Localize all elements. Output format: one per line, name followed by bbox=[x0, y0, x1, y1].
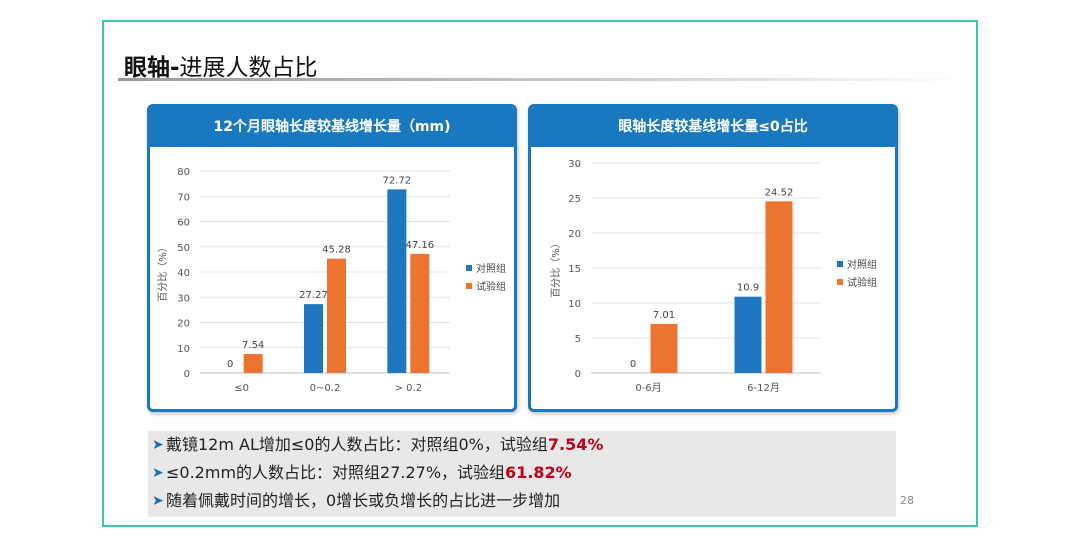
y-tick-label: 50 bbox=[177, 243, 190, 254]
bar bbox=[765, 201, 793, 373]
bullet-item: ➤ ≤0.2mm的人数占比：对照组27.27%，试验组61.82% bbox=[148, 459, 896, 487]
y-tick-label: 80 bbox=[177, 167, 190, 178]
data-label: 27.27 bbox=[299, 290, 328, 301]
chart-panel-axial-growth: 12个月眼轴长度较基线增长量（mm) 0 10 20 30 40 50 60 70 80 百分比（… bbox=[147, 104, 517, 412]
summary-bullets: ➤ 戴镜12m AL增加≤0的人数占比：对照组0%，试验组7.54% ➤ ≤0.2m… bbox=[148, 431, 896, 517]
y-tick-label: 0 bbox=[575, 369, 581, 380]
data-label: 47.16 bbox=[406, 240, 435, 251]
bullet-text: ≤0.2mm的人数占比：对照组27.27%，试验组 bbox=[166, 463, 506, 482]
x-tick-label: > 0.2 bbox=[395, 383, 422, 394]
y-tick-label: 20 bbox=[177, 319, 190, 330]
y-tick-label: 10 bbox=[177, 344, 190, 355]
bullet-text: 随着佩戴时间的增长，0增长或负增长的占比进一步增加 bbox=[166, 491, 561, 510]
data-label: 0 bbox=[227, 359, 233, 370]
bar bbox=[410, 253, 430, 373]
title-underline bbox=[118, 78, 968, 81]
legend-swatch bbox=[837, 279, 843, 285]
x-tick-label: 0-6月 bbox=[635, 382, 661, 394]
chart-header: 12个月眼轴长度较基线增长量（mm) bbox=[150, 107, 514, 147]
y-tick-label: 5 bbox=[575, 334, 581, 345]
bullet-item: ➤ 随着佩戴时间的增长，0增长或负增长的占比进一步增加 bbox=[148, 487, 896, 515]
x-tick-label: 6-12月 bbox=[747, 382, 780, 394]
y-tick-label: 20 bbox=[568, 229, 581, 240]
y-tick-label: 40 bbox=[177, 268, 190, 279]
y-tick-label: 10 bbox=[568, 299, 581, 310]
data-label: 0 bbox=[630, 359, 636, 370]
y-axis-label: 百分比（%） bbox=[157, 242, 169, 302]
y-tick-label: 15 bbox=[568, 264, 581, 275]
x-tick-label: 0~0.2 bbox=[310, 383, 341, 394]
chart-header: 眼轴长度较基线增长量≤0占比 bbox=[531, 107, 895, 147]
chart-title: 眼轴长度较基线增长量≤0占比 bbox=[618, 119, 808, 135]
legend-swatch bbox=[466, 265, 472, 271]
bar bbox=[650, 323, 678, 373]
bar bbox=[243, 353, 263, 373]
y-tick-label: 25 bbox=[568, 194, 581, 205]
bar-chart-nonprogression: 0 5 10 15 20 25 30 百分比（%） 0 7.01 0-6月 10.9 24.52 6-12… bbox=[550, 159, 877, 394]
data-label: 24.52 bbox=[765, 187, 794, 198]
y-tick-label: 30 bbox=[568, 159, 581, 170]
legend-label: 试验组 bbox=[847, 276, 877, 289]
bullet-highlight: 61.82% bbox=[505, 463, 572, 482]
y-axis-label: 百分比（%） bbox=[550, 238, 562, 298]
slide-title-rest: 进展人数占比 bbox=[179, 55, 318, 81]
arrow-icon: ➤ bbox=[152, 437, 164, 453]
slide: 眼轴-进展人数占比 12个月眼轴长度较基线增长量（mm) 0 10 20 30 40 50… bbox=[102, 20, 978, 527]
slide-title: 眼轴-进展人数占比 bbox=[124, 48, 318, 82]
data-label: 7.01 bbox=[653, 310, 675, 321]
y-tick-label: 60 bbox=[177, 218, 190, 229]
chart-title: 12个月眼轴长度较基线增长量（mm) bbox=[213, 119, 451, 135]
bullet-highlight: 7.54% bbox=[547, 435, 604, 454]
arrow-icon: ➤ bbox=[152, 493, 164, 509]
bar bbox=[734, 296, 762, 373]
y-tick-label: 0 bbox=[184, 369, 190, 380]
bar-chart-growth: 0 10 20 30 40 50 60 70 80 百分比（%） 0 7.54 ≤0 27.27 45.28… bbox=[157, 167, 506, 394]
data-label: 45.28 bbox=[322, 245, 351, 256]
arrow-icon: ➤ bbox=[152, 465, 164, 481]
chart-panel-nonprogression: 眼轴长度较基线增长量≤0占比 0 5 10 15 20 25 30 百分比（%） 0 7.01 0-… bbox=[528, 104, 898, 412]
y-tick-label: 70 bbox=[177, 192, 190, 203]
y-tick-label: 30 bbox=[177, 293, 190, 304]
slide-title-strong: 眼轴- bbox=[124, 55, 180, 81]
legend-label: 对照组 bbox=[476, 262, 506, 275]
x-tick-label: ≤0 bbox=[234, 383, 249, 394]
data-label: 7.54 bbox=[242, 340, 264, 351]
bar bbox=[304, 304, 323, 373]
legend-swatch bbox=[837, 261, 843, 267]
bar bbox=[387, 189, 407, 373]
data-label: 10.9 bbox=[737, 283, 759, 294]
data-label: 72.72 bbox=[383, 175, 412, 186]
legend-swatch bbox=[466, 283, 472, 289]
bullet-text: 戴镜12m AL增加≤0的人数占比：对照组0%，试验组 bbox=[166, 435, 548, 454]
legend-label: 对照组 bbox=[847, 258, 877, 271]
bar bbox=[327, 258, 346, 373]
legend-label: 试验组 bbox=[476, 280, 506, 293]
page-number: 28 bbox=[900, 494, 914, 507]
bullet-item: ➤ 戴镜12m AL增加≤0的人数占比：对照组0%，试验组7.54% bbox=[148, 431, 896, 459]
